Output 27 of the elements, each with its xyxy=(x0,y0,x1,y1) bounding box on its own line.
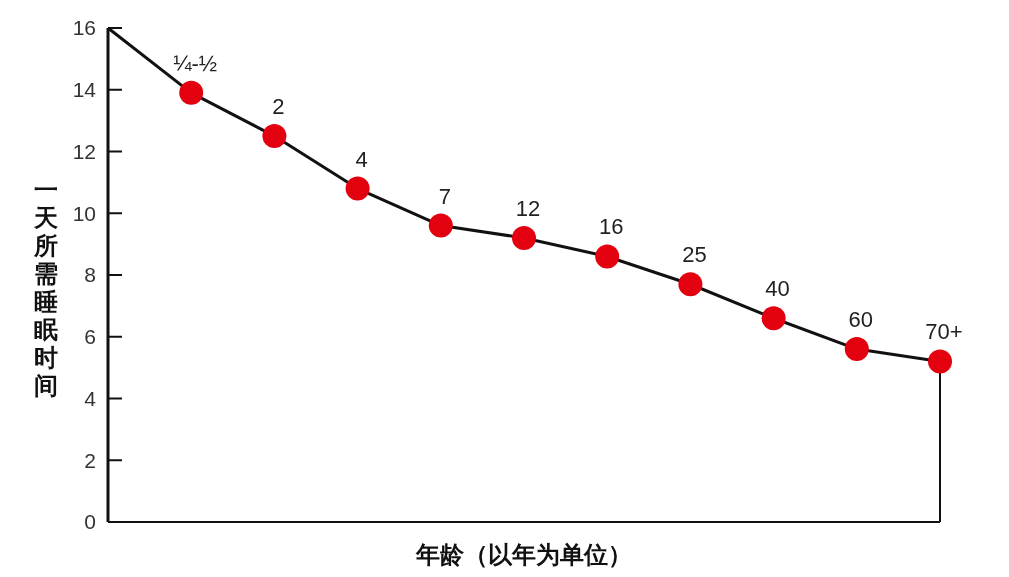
point xyxy=(928,349,952,374)
y-axis-title: 一天所需睡眠时间 xyxy=(33,176,58,399)
y-tick-label: 12 xyxy=(72,139,96,163)
point xyxy=(512,225,536,250)
point xyxy=(844,337,869,362)
x-tick-label: 7 xyxy=(438,183,451,209)
y-tick-label: 0 xyxy=(84,510,96,534)
point xyxy=(262,124,287,149)
point xyxy=(345,176,370,201)
x-tick-label: 60 xyxy=(848,307,874,333)
point xyxy=(678,272,703,297)
y-tick-label: 10 xyxy=(72,201,96,225)
x-tick-label: ¼-½ xyxy=(173,50,218,76)
point xyxy=(761,306,786,331)
x-tick-label: 70+ xyxy=(925,319,963,345)
y-tick-label: 14 xyxy=(72,78,97,102)
x-tick-label: 25 xyxy=(682,242,707,268)
x-axis-title: 年龄（以年为单位） xyxy=(415,541,632,568)
point xyxy=(595,244,620,269)
y-tick-label: 6 xyxy=(84,325,96,349)
y-tick-label: 8 xyxy=(84,263,96,287)
x-tick-label: 40 xyxy=(765,276,790,302)
y-tick-label: 16 xyxy=(72,16,96,40)
y-tick-label: 4 xyxy=(84,386,97,410)
point xyxy=(179,80,204,105)
y-tick-label: 2 xyxy=(84,448,96,472)
point xyxy=(428,213,453,238)
